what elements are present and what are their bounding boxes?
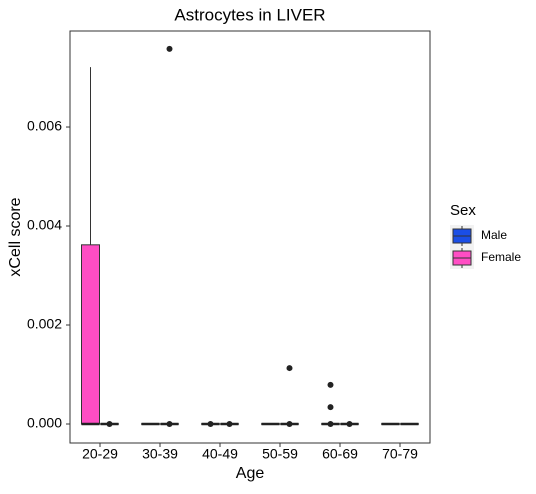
legend-label: Female (481, 250, 521, 264)
outlier (328, 382, 334, 388)
x-tick-label: 50-59 (262, 446, 298, 462)
plot-border (70, 31, 430, 443)
box (82, 245, 100, 424)
y-tick-label: 0.000 (27, 415, 62, 431)
y-tick-label: 0.004 (27, 217, 62, 233)
y-axis-title: xCell score (7, 197, 24, 276)
x-tick-label: 60-69 (322, 446, 358, 462)
x-tick-label: 30-39 (142, 446, 178, 462)
outlier (328, 404, 334, 410)
x-axis-title: Age (236, 465, 265, 482)
x-tick-label: 70-79 (382, 446, 418, 462)
outlier (107, 421, 113, 427)
outlier (347, 421, 353, 427)
x-tick-label: 20-29 (82, 446, 118, 462)
y-tick-label: 0.002 (27, 316, 62, 332)
outlier (328, 421, 334, 427)
outlier (167, 421, 173, 427)
outlier (287, 421, 293, 427)
legend-title: Sex (450, 202, 476, 219)
y-tick-label: 0.006 (27, 118, 62, 134)
chart-title: Astrocytes in LIVER (174, 5, 325, 24)
x-tick-label: 40-49 (202, 446, 238, 462)
outlier (227, 421, 233, 427)
outlier (287, 365, 293, 371)
outlier (167, 46, 173, 52)
legend-label: Male (481, 228, 507, 242)
outlier (208, 421, 214, 427)
